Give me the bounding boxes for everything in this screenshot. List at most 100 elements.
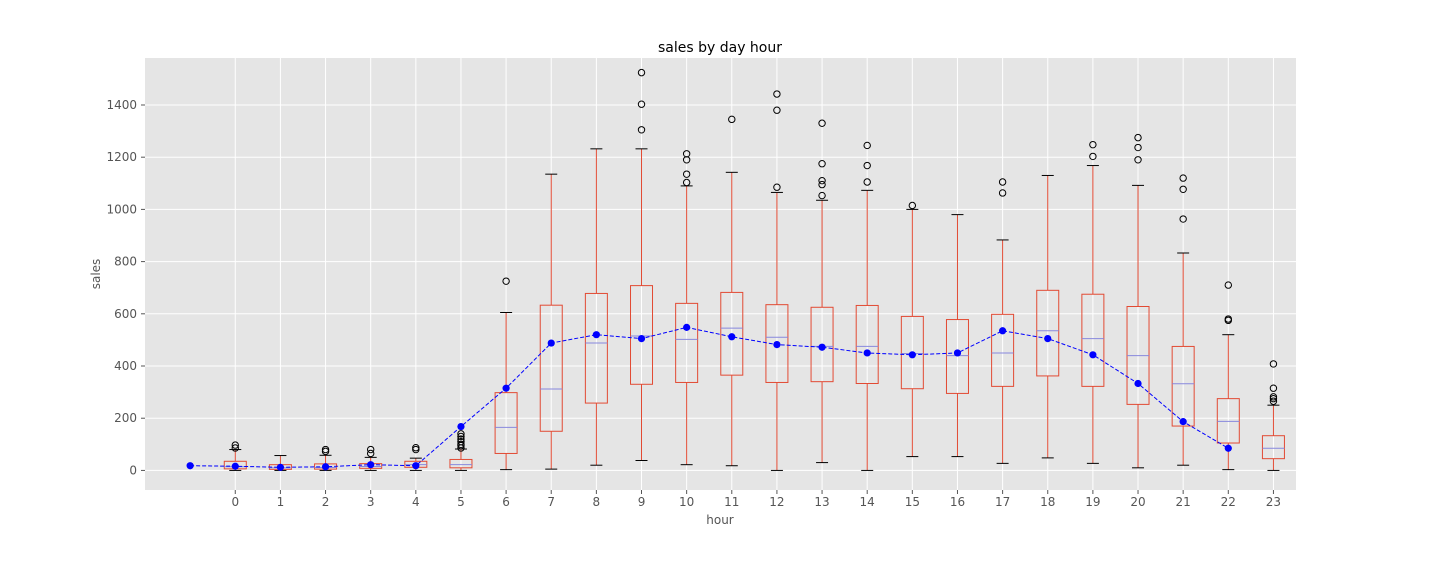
flier-point	[457, 438, 465, 446]
flier-point	[818, 119, 826, 127]
box-iqr	[1081, 293, 1105, 387]
flier-point	[366, 449, 375, 458]
chart-title: sales by day hour	[658, 40, 782, 56]
flier-point	[231, 444, 239, 452]
x-tick-label: 15	[905, 495, 920, 509]
box-iqr	[539, 304, 563, 432]
box-iqr	[945, 319, 969, 394]
x-tick-label: 12	[769, 495, 784, 509]
box-group	[720, 115, 744, 467]
flier-point	[998, 189, 1007, 197]
x-tick-label: 14	[860, 495, 875, 509]
mean-point	[1224, 444, 1232, 452]
flier-point	[773, 183, 781, 191]
mean-point	[637, 335, 646, 343]
flier-point	[1269, 384, 1278, 392]
flier-point	[457, 432, 465, 441]
x-tick-label: 10	[679, 495, 694, 509]
x-tick-label: 9	[638, 495, 646, 509]
box-iqr	[991, 313, 1015, 387]
box-group	[945, 214, 969, 458]
x-tick-label: 17	[995, 495, 1010, 509]
box-iqr	[765, 304, 789, 383]
mean-point	[683, 323, 691, 331]
flier-point	[1269, 360, 1278, 368]
box-group	[1081, 140, 1105, 464]
plot-area-background	[145, 58, 1296, 490]
box-iqr	[584, 292, 608, 404]
flier-point	[998, 178, 1007, 186]
flier-point	[1179, 185, 1187, 193]
x-tick-label: 8	[593, 495, 601, 509]
flier-point	[863, 141, 871, 150]
x-tick-label: 1	[277, 495, 285, 509]
flier-point	[818, 191, 826, 200]
mean-point	[1044, 335, 1052, 343]
x-tick-label: 2	[322, 495, 330, 509]
box-group	[539, 173, 563, 470]
box-iqr	[449, 458, 473, 469]
flier-point	[818, 176, 826, 185]
flier-point	[1179, 174, 1187, 182]
mean-point	[547, 339, 555, 347]
box-iqr	[1261, 435, 1285, 460]
box-group	[675, 150, 699, 466]
flier-point	[366, 445, 375, 454]
flier-point	[637, 68, 646, 77]
box-group	[900, 201, 924, 458]
flier-point	[321, 445, 330, 454]
mean-point	[321, 463, 330, 471]
flier-point	[773, 106, 781, 114]
flier-point	[457, 430, 465, 438]
flier-point	[1269, 393, 1278, 401]
box-iqr	[630, 285, 654, 385]
mean-point	[728, 333, 736, 341]
box-group	[855, 141, 879, 471]
flier-point	[502, 277, 510, 285]
box-iqr	[720, 291, 744, 376]
flier-point	[818, 180, 826, 189]
flier-point	[637, 100, 646, 108]
x-tick-label: 20	[1130, 495, 1145, 509]
box-group	[1036, 174, 1060, 459]
y-tick-label: 1400	[106, 98, 137, 112]
flier-point	[682, 150, 691, 158]
x-tick-label: 6	[502, 495, 510, 509]
x-tick-label: 4	[412, 495, 420, 509]
flier-point	[1269, 397, 1278, 405]
flier-point	[728, 115, 736, 124]
flier-point	[457, 435, 465, 443]
x-tick-label: 18	[1040, 495, 1055, 509]
boxes	[223, 68, 1285, 471]
x-tick-label: 13	[814, 495, 829, 509]
y-tick-label: 1000	[106, 202, 137, 216]
x-tick-label: 22	[1221, 495, 1236, 509]
x-tick-label: 3	[367, 495, 375, 509]
flier-point	[1089, 140, 1097, 149]
mean-point	[1089, 351, 1097, 359]
mean-point	[367, 461, 375, 469]
x-tick-label: 11	[724, 495, 739, 509]
mean-point	[999, 327, 1007, 335]
mean-point	[457, 422, 465, 431]
box-iqr	[900, 315, 924, 390]
flier-point	[457, 440, 465, 449]
flier-point	[231, 441, 239, 449]
flier-point	[863, 161, 871, 170]
flier-point	[682, 178, 691, 187]
x-tick-label: 7	[547, 495, 555, 509]
mean-point	[773, 341, 781, 349]
y-tick-label: 0	[129, 463, 137, 477]
x-tick-label: 5	[457, 495, 465, 509]
box-group	[765, 90, 789, 471]
x-tick-label: 21	[1176, 495, 1191, 509]
flier-point	[1134, 156, 1142, 164]
box-group	[1261, 360, 1285, 471]
x-tick-label: 19	[1085, 495, 1100, 509]
mean-point	[908, 351, 916, 359]
box-iqr	[675, 302, 699, 383]
flier-point	[863, 178, 871, 186]
mean-point	[953, 349, 962, 357]
